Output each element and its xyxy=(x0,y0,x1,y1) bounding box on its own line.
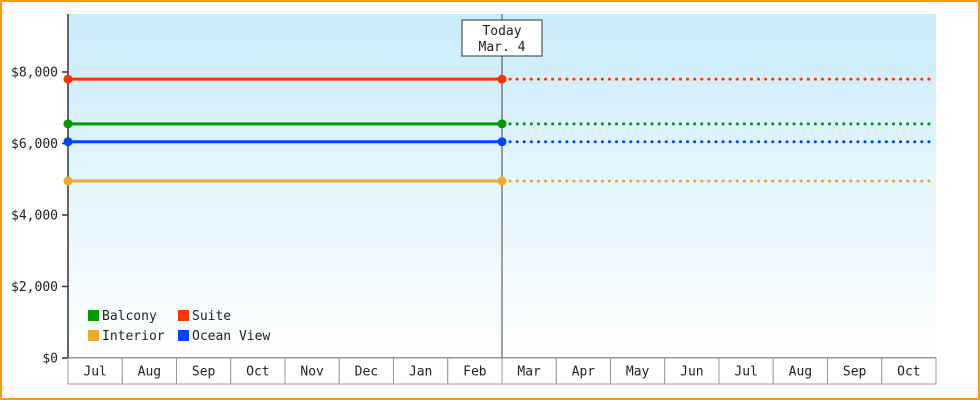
month-cell xyxy=(393,357,449,385)
y-tick-label: $6,000 xyxy=(11,137,58,152)
y-tick-label: $2,000 xyxy=(11,280,58,295)
month-label: Dec xyxy=(355,365,378,380)
legend-label-suite: Suite xyxy=(192,309,231,324)
series-marker-today-ocean-view xyxy=(497,137,507,147)
series-marker-start-ocean-view xyxy=(63,137,73,147)
month-label: May xyxy=(626,365,650,380)
today-label-line1: Today xyxy=(482,24,521,39)
month-label: Sep xyxy=(843,365,867,380)
month-cell xyxy=(772,357,828,385)
series-marker-start-suite xyxy=(63,74,73,84)
month-cell xyxy=(67,357,123,385)
series-marker-today-interior xyxy=(497,176,507,186)
legend-label-ocean-view: Ocean View xyxy=(192,329,270,344)
month-label: Jul xyxy=(734,365,757,380)
month-cell xyxy=(827,357,883,385)
month-cell xyxy=(230,357,286,385)
month-label: Sep xyxy=(192,365,216,380)
month-cell xyxy=(121,357,177,385)
month-label: Jun xyxy=(680,365,703,380)
y-tick-label: $4,000 xyxy=(11,209,58,224)
legend-label-interior: Interior xyxy=(102,329,165,344)
legend-swatch-ocean-view xyxy=(178,330,189,341)
series-marker-today-balcony xyxy=(497,119,507,129)
legend: Balcony Suite Interior Ocean View xyxy=(88,309,270,344)
legend-swatch-suite xyxy=(178,310,189,321)
month-cell xyxy=(447,357,503,385)
month-cell xyxy=(881,357,937,385)
month-cell xyxy=(176,357,232,385)
legend-label-balcony: Balcony xyxy=(102,309,157,324)
month-label: Feb xyxy=(463,365,487,380)
series-marker-today-suite xyxy=(497,74,507,84)
y-tick-label: $0 xyxy=(42,352,58,367)
month-cell xyxy=(610,357,666,385)
month-label: Jul xyxy=(83,365,106,380)
legend-swatch-interior xyxy=(88,330,99,341)
month-label: Aug xyxy=(138,365,161,380)
month-cell xyxy=(501,357,557,385)
month-cell xyxy=(555,357,611,385)
month-label: Nov xyxy=(300,365,324,380)
today-label-line2: Mar. 4 xyxy=(479,40,526,55)
month-label: Jan xyxy=(409,365,432,380)
series-marker-start-interior xyxy=(63,176,73,186)
month-label: Apr xyxy=(572,365,596,380)
month-cell xyxy=(338,357,394,385)
month-cell xyxy=(284,357,340,385)
month-label: Aug xyxy=(789,365,812,380)
today-label-frame xyxy=(461,19,543,57)
month-label: Mar xyxy=(517,365,541,380)
month-label: Oct xyxy=(897,365,920,380)
month-label: Oct xyxy=(246,365,269,380)
y-tick-label: $8,000 xyxy=(11,66,58,81)
legend-swatch-balcony xyxy=(88,310,99,321)
series-marker-start-balcony xyxy=(63,119,73,129)
